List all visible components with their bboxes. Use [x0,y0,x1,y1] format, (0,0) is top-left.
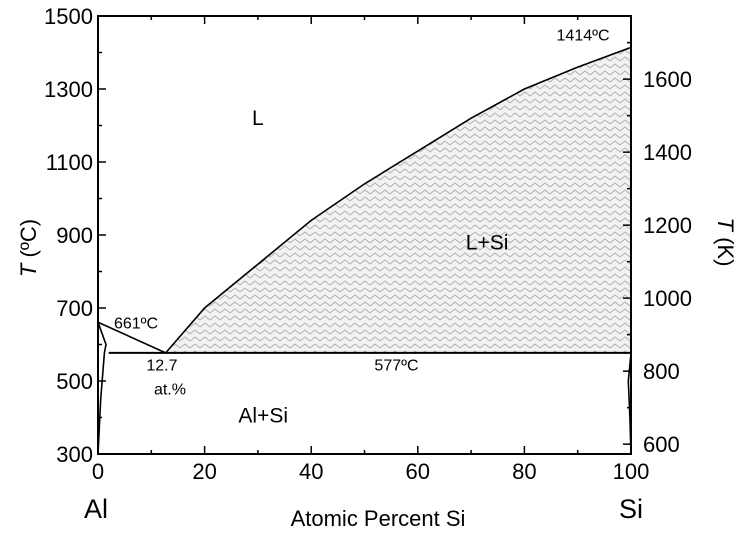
boundary-line-liquidus-si [165,46,631,354]
y2-axis-title-unit: (K) [713,231,738,266]
boundary-line-solvus-al [98,321,107,454]
x-tick-label: 0 [92,459,104,484]
y-tick-label: 900 [56,223,93,248]
y-tick-label: 1100 [46,150,93,175]
x-end-label-right: Si [619,494,643,524]
y-tick-label: 700 [56,296,93,321]
y-axis-title-unit: (ºC) [16,219,41,264]
y2-tick-label: 1000 [643,286,692,311]
y2-tick-label: 1200 [643,213,692,238]
y2-tick-label: 600 [643,432,680,457]
annotation-si-melting-point: 1414ºC [557,27,610,44]
x-tick-label: 60 [406,459,430,484]
y-tick-label: 1500 [44,4,93,29]
annotation-eutectic-composition-unit: at.% [154,381,186,398]
y2-axis-title: T (K) [713,218,738,267]
y-axis-title: T (ºC) [16,219,41,277]
x-tick-label: 40 [299,459,323,484]
region-label-al-si: Al+Si [238,405,288,428]
y2-tick-label: 1400 [643,140,692,165]
y-tick-label: 500 [56,369,93,394]
shaded-region-l-si [165,47,631,353]
region-label-l-si: L+Si [466,231,509,254]
region-label-l: L [252,107,264,130]
annotation-eutectic-temperature: 577ºC [374,358,418,375]
boundary-line-liquidus-al [98,321,167,354]
x-tick-label: 20 [192,459,216,484]
x-tick-label: 100 [613,459,650,484]
y-tick-label: 1300 [44,77,93,102]
y-tick-label: 300 [56,442,93,467]
x-axis-title: Atomic Percent Si [291,506,466,531]
annotation-eutectic-composition: 12.7 [146,358,177,375]
y2-tick-label: 1600 [643,67,692,92]
y2-axis-title-symbol: T [713,218,738,233]
annotation-al-melting-point: 661ºC [114,316,158,333]
x-tick-label: 80 [512,459,536,484]
y-axis-title-symbol: T [16,262,41,277]
y2-tick-label: 800 [643,359,680,384]
x-end-label-left: Al [84,494,108,524]
